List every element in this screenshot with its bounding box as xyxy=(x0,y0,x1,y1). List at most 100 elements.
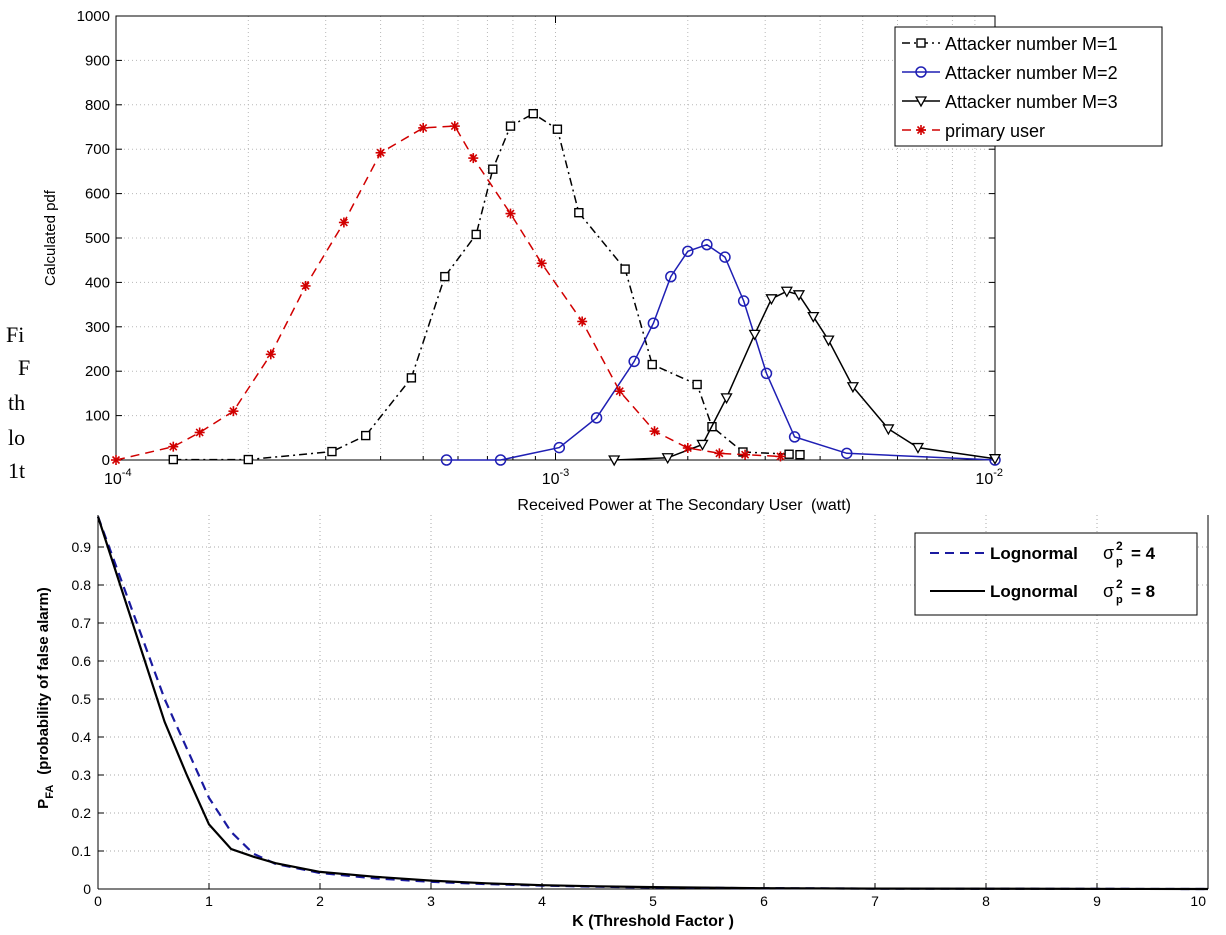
legend-label: Lognormal xyxy=(990,544,1078,563)
y-tick-label: 0.1 xyxy=(72,843,92,859)
legend-entry: Attacker number M=1 xyxy=(902,34,1118,54)
data-marker-triangle xyxy=(780,286,793,298)
y-tick-label: 800 xyxy=(85,97,110,114)
data-marker-circle xyxy=(628,355,640,368)
x-tick-label: 4 xyxy=(538,893,546,909)
y-tick-label: 400 xyxy=(85,274,110,291)
data-marker-square xyxy=(620,264,630,274)
data-marker-square xyxy=(505,121,516,131)
x-tick-label: 7 xyxy=(871,893,879,909)
star-stroke xyxy=(776,452,785,461)
star-stroke xyxy=(615,387,624,396)
data-marker-star xyxy=(375,147,386,158)
legend-subscript: p xyxy=(1116,556,1123,568)
data-marker-square xyxy=(784,449,794,459)
y-tick-label: 500 xyxy=(85,230,110,247)
data-marker-star xyxy=(505,208,516,219)
star-stroke xyxy=(916,125,926,135)
data-marker-star xyxy=(775,451,786,462)
y-tick-label: 0.5 xyxy=(72,691,92,707)
y-tick-label: 600 xyxy=(85,186,110,203)
star-stroke xyxy=(506,209,515,218)
data-marker-star xyxy=(740,449,751,460)
star-stroke xyxy=(169,442,178,451)
data-marker-circle xyxy=(915,66,927,78)
data-marker-star xyxy=(916,125,926,135)
data-marker-circle xyxy=(719,251,731,263)
legend-entry: Lognormal σ 2 p = 8 xyxy=(930,577,1155,606)
data-marker-star xyxy=(194,427,205,438)
data-marker-square xyxy=(528,108,538,119)
x-tick-label: 10-3 xyxy=(542,467,570,488)
legend-entry: Lognormal σ 2 p = 4 xyxy=(930,539,1156,568)
data-marker-square xyxy=(647,359,657,370)
data-marker-star xyxy=(714,448,725,459)
data-marker-star xyxy=(682,443,693,454)
data-marker-star xyxy=(111,455,121,465)
data-marker-triangle xyxy=(696,439,709,451)
data-marker-star xyxy=(265,349,276,360)
x-tick-label: 9 xyxy=(1093,893,1101,909)
data-marker-circle xyxy=(553,441,566,454)
x-tick-exponent: -2 xyxy=(993,467,1003,479)
star-stroke xyxy=(195,428,204,437)
star-stroke xyxy=(229,407,238,416)
legend-box xyxy=(914,532,1198,616)
series-line-1 xyxy=(96,516,1209,891)
series-line xyxy=(614,290,996,461)
data-marker-star xyxy=(649,426,660,437)
legend-param-value: = 8 xyxy=(1131,582,1155,601)
data-marker-circle xyxy=(788,431,801,443)
legend-superscript: 2 xyxy=(1116,577,1123,591)
series-line xyxy=(446,243,996,461)
y-axis-label-rest: (probability of false alarm) xyxy=(35,587,52,775)
data-marker-square xyxy=(488,164,498,174)
y-axis-label-sub: FA xyxy=(44,785,56,799)
plot-area xyxy=(116,16,995,460)
data-marker-circle xyxy=(494,454,507,466)
x-tick-exponent: -4 xyxy=(122,467,132,479)
y-tick-label: 1000 xyxy=(77,8,110,25)
data-marker-star xyxy=(536,258,547,269)
data-marker-star xyxy=(338,217,349,228)
legend: Lognormal σ 2 p = 4 Lognormal σ 2p = 8 xyxy=(914,532,1198,616)
data-marker-square xyxy=(406,373,417,383)
series-triangle-down xyxy=(608,286,1002,467)
x-axis-label: K (Threshold Factor ) xyxy=(572,913,734,930)
legend-label: Attacker number M=1 xyxy=(945,34,1118,54)
y-tick-label: 0.2 xyxy=(72,805,92,821)
y-axis-label: Calculated pdf xyxy=(42,189,59,286)
star-stroke xyxy=(741,450,750,459)
chart-false-alarm: 0 0.1 0.2 0.3 0.4 0.5 0.6 0.7 0.8 0.9 0 1 2 3 4 5 6 7 8 9 10… xyxy=(35,515,1209,930)
text-fragment: 1t xyxy=(8,458,26,483)
x-tick-label: 10-2 xyxy=(975,467,1003,488)
x-tick-label: 0 xyxy=(94,893,102,909)
data-marker-triangle xyxy=(914,96,928,108)
grid xyxy=(98,515,1208,889)
legend-sigma: σ xyxy=(1103,543,1114,563)
y-tick-label: 0.9 xyxy=(72,539,92,555)
x-tick-label: 5 xyxy=(649,893,657,909)
data-marker-circle xyxy=(737,295,750,307)
x-axis-unit: (watt) xyxy=(811,497,851,514)
chart-pdf: 0 100 200 300 400 500 600 700 800 900 1000 10-4 10-3… xyxy=(42,8,1163,514)
data-marker-triangle xyxy=(748,329,761,341)
star-stroke xyxy=(650,427,659,436)
legend-label: Attacker number M=2 xyxy=(945,63,1118,83)
x-tick-label: 3 xyxy=(427,893,435,909)
legend-param-value: = 4 xyxy=(1131,544,1156,563)
data-marker-star xyxy=(228,406,239,417)
data-marker-square xyxy=(552,124,563,134)
y-tick-label: 300 xyxy=(85,319,110,336)
x-tick-label: 1 xyxy=(205,893,213,909)
data-marker-square xyxy=(574,207,584,218)
data-marker-triangle xyxy=(720,393,733,405)
y-tick-label: 0.7 xyxy=(72,615,92,631)
legend-label: Lognormal xyxy=(990,582,1078,601)
data-marker-star xyxy=(468,153,479,164)
star-stroke xyxy=(266,350,275,359)
star-stroke xyxy=(111,455,121,465)
legend-label: primary user xyxy=(945,121,1045,141)
y-tick-label: 0.4 xyxy=(72,729,92,745)
grid xyxy=(116,16,995,460)
